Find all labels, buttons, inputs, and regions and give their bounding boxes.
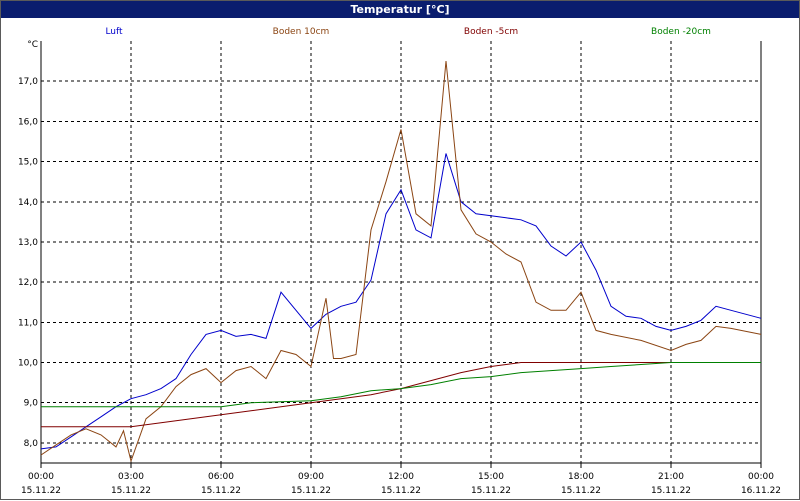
x-tick-date: 15.11.22 xyxy=(561,486,601,496)
series-line-2 xyxy=(40,61,762,463)
y-tick-label: 8,0 xyxy=(24,439,39,449)
y-tick-label: 13,0 xyxy=(18,238,38,248)
y-tick-label: 11,0 xyxy=(18,318,38,328)
y-tick-label: 15,0 xyxy=(18,158,38,168)
x-tick-date: 15.11.22 xyxy=(651,486,691,496)
x-tick-date: 16.11.22 xyxy=(741,486,781,496)
y-axis-unit: °C xyxy=(27,40,38,50)
legend-entry: Boden -5cm xyxy=(464,27,518,37)
x-tick-time: 21:00 xyxy=(658,472,684,482)
x-tick-time: 12:00 xyxy=(388,472,414,482)
series-line-1 xyxy=(40,153,762,450)
x-tick-date: 15.11.22 xyxy=(201,486,241,496)
y-tick-label: 12,0 xyxy=(18,278,38,288)
legend-entry: Luft xyxy=(105,27,123,37)
window-title: Temperatur [°C] xyxy=(1,1,799,18)
grid xyxy=(41,41,761,463)
x-tick-time: 00:00 xyxy=(28,472,54,482)
y-tick-label: 10,0 xyxy=(18,359,38,369)
x-tick-time: 03:00 xyxy=(118,472,144,482)
legend: Luft Boden 10cm Boden -5cm Boden -20cm xyxy=(105,27,711,37)
x-tick-date: 15.11.22 xyxy=(21,486,61,496)
x-tick-time: 00:00 xyxy=(748,472,774,482)
series-line-3 xyxy=(41,362,761,428)
x-tick-time: 18:00 xyxy=(568,472,594,482)
y-tick-label: 16,0 xyxy=(18,117,38,127)
y-tick-label: 17,0 xyxy=(18,77,38,87)
axes: 8,0 9,0 10,0 11,0 12,0 13,0 14,0 15,0 16,0 17,0 00… xyxy=(18,40,781,496)
legend-entry: Boden -20cm xyxy=(651,27,711,37)
y-tick-label: 9,0 xyxy=(24,399,39,409)
legend-entry: Boden 10cm xyxy=(273,27,330,37)
series xyxy=(40,61,762,463)
x-tick-time: 06:00 xyxy=(208,472,234,482)
series-line-4 xyxy=(41,362,761,408)
x-tick-time: 09:00 xyxy=(298,472,324,482)
x-tick-date: 15.11.22 xyxy=(381,486,421,496)
x-tick-date: 15.11.22 xyxy=(471,486,511,496)
x-tick-time: 15:00 xyxy=(478,472,504,482)
x-tick-date: 15.11.22 xyxy=(291,486,331,496)
x-tick-date: 15.11.22 xyxy=(111,486,151,496)
y-tick-label: 14,0 xyxy=(18,198,38,208)
